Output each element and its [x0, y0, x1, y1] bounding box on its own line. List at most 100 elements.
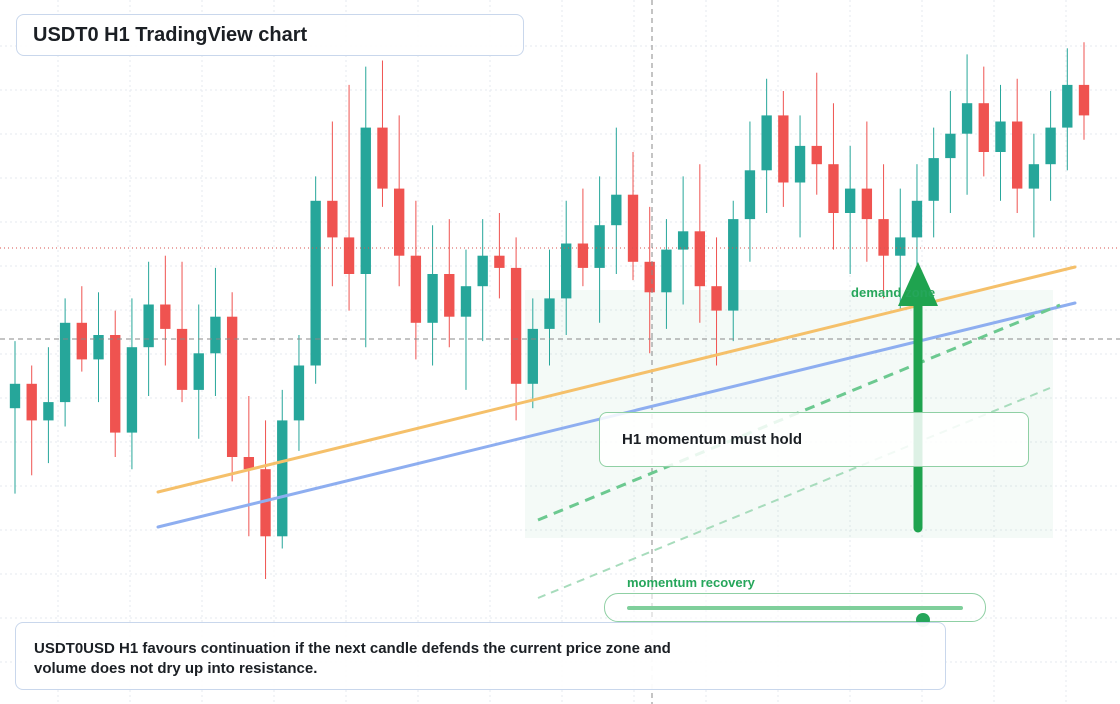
candle-body: [744, 170, 756, 220]
candle-body: [160, 304, 171, 329]
candle-down: [160, 255, 171, 366]
candle-down: [828, 103, 839, 250]
candle-body: [594, 225, 605, 268]
candle-body: [460, 286, 472, 317]
demand-zone-label: demand zone: [851, 285, 936, 300]
candle-body: [26, 383, 37, 421]
candle-body: [711, 286, 722, 311]
candle-body: [778, 115, 789, 183]
candle-down: [393, 115, 405, 287]
candle-down: [76, 286, 87, 372]
candle-body: [761, 115, 772, 171]
candle-down: [444, 219, 455, 348]
candle-body: [828, 164, 839, 213]
candle-body: [861, 188, 873, 220]
candle-body: [945, 133, 956, 159]
candle-body: [895, 237, 906, 256]
candle-up: [661, 219, 672, 329]
candle-down: [110, 310, 121, 457]
candle-body: [9, 383, 21, 409]
candle-down: [243, 396, 255, 537]
candle-down: [878, 164, 889, 299]
candle-body: [728, 219, 739, 311]
candle-body: [544, 298, 555, 329]
candle-down: [978, 66, 989, 177]
candle-body: [393, 188, 405, 256]
candle-body: [510, 267, 522, 384]
candle-up: [611, 127, 622, 274]
candle-down: [494, 213, 505, 299]
candle-up: [895, 188, 906, 311]
candle-body: [844, 188, 856, 213]
candle-down: [644, 206, 655, 354]
candle-up: [527, 298, 538, 409]
candle-body: [176, 328, 188, 390]
candle-down: [327, 121, 338, 287]
candle-down: [861, 121, 873, 262]
candle-down: [1078, 42, 1090, 140]
candle-up: [544, 249, 555, 366]
candle-down: [694, 164, 706, 323]
candle-body: [928, 158, 939, 201]
candle-up: [43, 347, 54, 464]
candle-body: [310, 200, 321, 366]
candle-up: [1062, 48, 1073, 171]
candle-down: [410, 200, 422, 360]
chart-title-box: USDT0 H1 TradingView chart: [16, 14, 524, 56]
candle-down: [1012, 78, 1023, 213]
candle-body: [677, 231, 689, 250]
candle-up: [995, 84, 1006, 201]
candle-body: [377, 127, 388, 189]
candle-down: [176, 261, 188, 403]
candle-down: [377, 60, 388, 207]
candle-up: [59, 298, 71, 427]
candle-body: [878, 219, 889, 256]
candle-body: [93, 335, 104, 360]
candle-body: [627, 194, 639, 262]
candle-up: [794, 115, 806, 238]
candle-body: [210, 316, 221, 354]
candle-body: [477, 255, 488, 287]
candle-body: [126, 347, 138, 433]
candle-body: [494, 255, 505, 268]
candle-body: [1028, 164, 1040, 189]
candle-body: [226, 316, 238, 457]
candle-up: [460, 249, 472, 390]
candle-body: [1012, 121, 1023, 189]
candle-up: [728, 200, 739, 342]
candle-up: [193, 304, 204, 439]
momentum-slider-track: [627, 606, 963, 627]
candle-up: [761, 78, 772, 213]
candle-up: [427, 225, 438, 366]
candle-body: [43, 402, 54, 421]
candle-up: [143, 261, 154, 396]
candle-body: [360, 127, 371, 274]
candle-body: [410, 255, 422, 323]
candle-body: [811, 145, 822, 165]
candle-down: [26, 365, 37, 476]
candle-body: [343, 237, 355, 274]
projection-line-dashed: [537, 303, 1061, 522]
candle-body: [143, 304, 154, 348]
candle-up: [360, 66, 371, 348]
candle-body: [1045, 127, 1056, 165]
candle-body: [1078, 84, 1090, 116]
candle-body: [694, 231, 706, 287]
momentum-note: H1 momentum must hold: [622, 431, 803, 448]
candle-down: [711, 237, 722, 366]
candle-body: [444, 274, 455, 317]
momentum-slider[interactable]: [604, 593, 986, 627]
candle-body: [427, 274, 438, 323]
candle-up: [1028, 133, 1040, 238]
candle-up: [1045, 91, 1056, 201]
candle-down: [510, 237, 522, 421]
candle-down: [811, 72, 822, 195]
candle-up: [93, 292, 104, 403]
candle-up: [844, 145, 856, 274]
candle-body: [260, 469, 271, 537]
candle-body: [644, 261, 655, 293]
candle-up: [561, 200, 572, 335]
candle-body: [995, 121, 1006, 152]
candle-up: [945, 91, 956, 213]
candle-body: [293, 365, 305, 421]
